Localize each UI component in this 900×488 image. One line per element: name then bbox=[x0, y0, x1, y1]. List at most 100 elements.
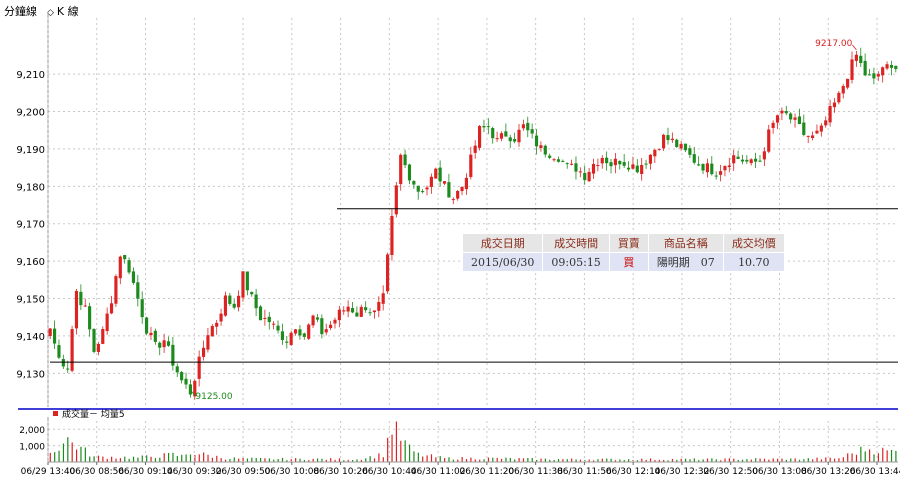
candle bbox=[451, 197, 455, 205]
volume-bar bbox=[509, 458, 511, 462]
candle bbox=[105, 307, 109, 335]
volume-bar bbox=[465, 459, 468, 462]
volume-bar bbox=[702, 459, 704, 462]
candle bbox=[859, 47, 863, 67]
candle-body bbox=[806, 135, 810, 137]
candle-body bbox=[618, 160, 622, 165]
candle bbox=[210, 324, 214, 337]
candle bbox=[52, 320, 57, 349]
volume-bar bbox=[540, 458, 542, 462]
candle bbox=[131, 267, 136, 285]
candle-body bbox=[526, 122, 530, 131]
candle-body bbox=[123, 255, 127, 260]
candle-body bbox=[241, 271, 245, 298]
candle bbox=[583, 165, 587, 185]
candle bbox=[201, 340, 206, 361]
volume-bar bbox=[62, 443, 65, 462]
volume-bar bbox=[772, 458, 774, 462]
volume-bar bbox=[251, 457, 253, 462]
candle-body bbox=[605, 157, 609, 164]
tab-minute-line[interactable]: 分鐘線 bbox=[4, 5, 37, 18]
chart-mode-tabs: 分鐘線 ◇ K 線 bbox=[4, 3, 79, 19]
candle bbox=[815, 124, 819, 135]
x-tick-label: 06/30 09:14 bbox=[118, 467, 173, 477]
volume-bar bbox=[106, 458, 108, 462]
candle-body bbox=[561, 160, 565, 162]
volume-bar bbox=[172, 452, 174, 462]
candle bbox=[311, 314, 315, 329]
candle bbox=[574, 156, 578, 180]
candle bbox=[372, 310, 376, 319]
volume-bar bbox=[505, 457, 507, 462]
candle-body bbox=[688, 148, 692, 155]
x-tick-label: 06/30 10:26 bbox=[313, 467, 368, 477]
candle bbox=[88, 302, 92, 337]
candle bbox=[504, 123, 508, 137]
candle-body bbox=[850, 59, 854, 80]
x-tick-label: 06/30 13:44 bbox=[850, 467, 900, 477]
volume-bar bbox=[794, 458, 796, 462]
candle bbox=[775, 114, 780, 130]
candle bbox=[70, 325, 74, 373]
candle bbox=[48, 328, 52, 339]
candle bbox=[442, 181, 447, 186]
volume-bar bbox=[882, 447, 884, 462]
candle bbox=[254, 289, 258, 317]
volume-bar bbox=[860, 446, 862, 462]
tab-k-line[interactable]: ◇ K 線 bbox=[47, 3, 79, 19]
volume-bar bbox=[132, 456, 135, 462]
candle-body bbox=[754, 158, 758, 162]
volume-bar bbox=[290, 459, 292, 462]
volume-bar bbox=[308, 460, 310, 462]
volume-bar bbox=[873, 454, 875, 462]
candle-body bbox=[61, 359, 65, 367]
candle-body bbox=[293, 329, 298, 334]
candle bbox=[136, 275, 140, 307]
volume-bar bbox=[89, 456, 91, 462]
volume-bar bbox=[457, 459, 459, 462]
volume-bar bbox=[400, 440, 402, 462]
candle-body bbox=[653, 149, 657, 157]
candle-body bbox=[797, 116, 801, 125]
candle bbox=[140, 291, 144, 324]
candle bbox=[534, 129, 539, 155]
cell-trade-time: 09:05:15 bbox=[542, 252, 610, 272]
candle-body bbox=[101, 329, 105, 344]
candle bbox=[184, 372, 188, 389]
volume-bar bbox=[373, 458, 376, 462]
volume-bar bbox=[369, 456, 371, 462]
max-marker-line bbox=[852, 44, 857, 51]
candle bbox=[749, 158, 753, 166]
volume-bar bbox=[855, 454, 858, 462]
max-price-label: 9217.00 bbox=[815, 39, 852, 49]
volume-bar bbox=[838, 458, 840, 462]
volume-bar bbox=[689, 459, 691, 462]
candle-body bbox=[810, 135, 815, 138]
trade-info-table: 成交日期 成交時間 買賣 商品名稱 成交均價 2015/06/30 09:05:… bbox=[461, 233, 785, 272]
candle-body bbox=[596, 165, 600, 167]
candle bbox=[96, 341, 100, 356]
volume-bar bbox=[71, 442, 73, 462]
candle bbox=[806, 135, 810, 144]
candle bbox=[280, 323, 284, 345]
volume-bar bbox=[628, 459, 630, 462]
candle-body bbox=[556, 159, 561, 162]
candle-body bbox=[460, 186, 464, 192]
candle-body bbox=[491, 128, 495, 139]
candle-body bbox=[105, 313, 109, 332]
volume-bar bbox=[649, 458, 652, 462]
volume-bar bbox=[49, 452, 51, 462]
candle bbox=[456, 189, 460, 201]
candle-body bbox=[52, 328, 57, 344]
candle bbox=[377, 296, 381, 318]
candle-body bbox=[66, 368, 70, 370]
candle bbox=[653, 148, 657, 164]
candle bbox=[298, 324, 302, 340]
candle bbox=[302, 332, 306, 340]
candle-body bbox=[394, 185, 398, 215]
candle-body bbox=[70, 329, 74, 371]
candle bbox=[605, 151, 609, 171]
candle-body bbox=[762, 151, 766, 160]
candle-body bbox=[377, 301, 381, 311]
